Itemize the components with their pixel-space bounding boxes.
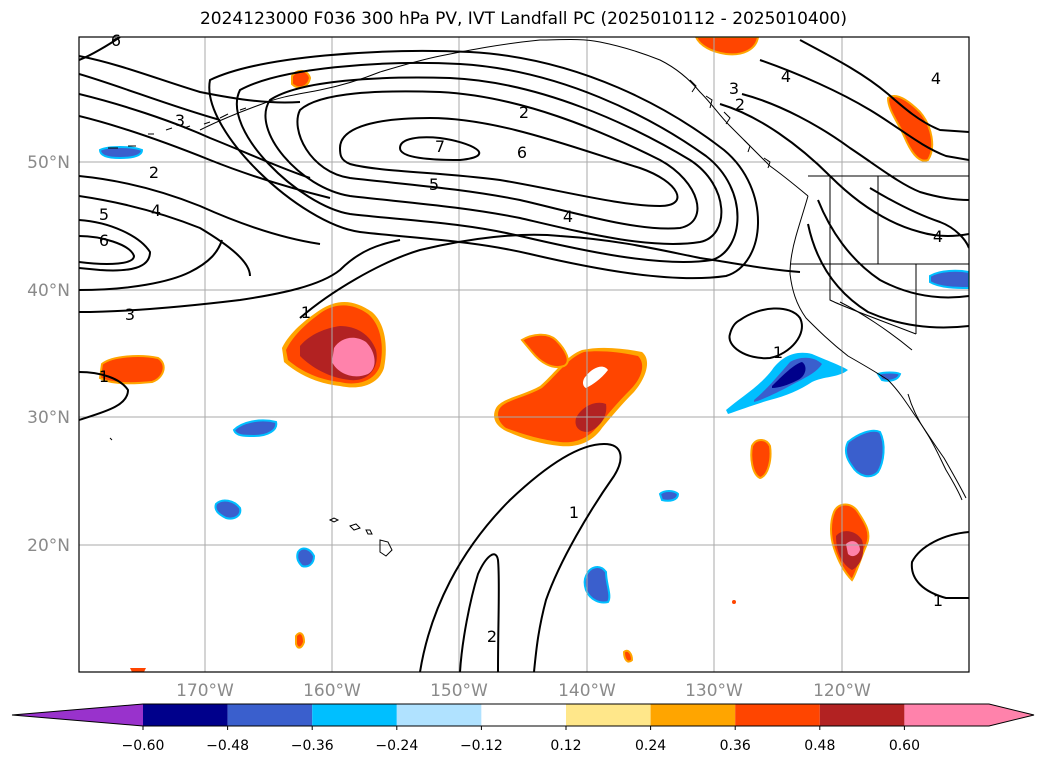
colorbar-segment [650,704,736,726]
latitude-label: 20°N [27,536,70,556]
longitude-label: 160°W [303,681,361,701]
negative-anomaly-blob [772,362,806,388]
positive-anomaly-blob [130,668,146,672]
colorbar-tick-label: 0.24 [635,738,666,754]
longitude-label: 120°W [813,681,871,701]
positive-anomaly-blob [583,366,608,388]
contour-label: 2 [149,163,159,182]
latitude-label: 40°N [27,281,70,301]
longitude-labels: 170°W 160°W 150°W 140°W 130°W 120°W [176,681,871,701]
colorbar-segment [227,704,313,726]
contour-label: 5 [429,175,439,194]
colorbar-tick-label: 0.12 [550,738,581,754]
contour-label: 5 [99,205,109,224]
contour-label: 1 [99,367,109,386]
colorbar-tick-label: 0.48 [804,738,835,754]
positive-anomaly-blob [622,649,634,663]
colorbar-tick-label: −0.60 [122,738,165,754]
contour-label: 3 [729,79,739,98]
negative-anomaly-blob [844,429,885,478]
positive-anomaly-blob [295,632,306,649]
map-frame-bg [79,37,969,672]
latitude-labels: 50°N 40°N 30°N 20°N [27,153,70,556]
latitude-label: 30°N [27,408,70,428]
colorbar-tick-label: −0.48 [206,738,249,754]
negative-anomaly-blob [296,547,316,568]
negative-anomaly-blob [876,371,902,382]
longitude-label: 140°W [558,681,616,701]
colorbar-segment [481,704,566,726]
negative-anomaly-blob [583,566,611,604]
longitude-label: 130°W [685,681,743,701]
contour-label: 1 [773,343,783,362]
longitude-label: 170°W [176,681,234,701]
negative-anomaly-blob [214,499,242,520]
pv-contours [79,37,969,672]
longitude-label: 150°W [430,681,488,701]
contour-label: 4 [151,201,161,220]
contour-label: 4 [781,67,791,86]
contour-label: 6 [99,231,109,250]
negative-anomaly-blob [658,490,680,502]
positive-anomaly-blob [732,600,736,604]
contour-label: 3 [125,305,135,324]
contour-label: 4 [931,69,941,88]
colorbar-tick-label: −0.12 [460,738,503,754]
colorbar: −0.60 −0.48 −0.36 −0.24 −0.12 0.12 0.24 0.36 0.4… [11,703,1035,754]
colorbar-tick-label: 0.60 [889,738,920,754]
contour-label: 1 [301,303,311,322]
positive-anomaly-blob [332,337,375,377]
positive-anomaly-blob [520,333,569,368]
coastlines [108,39,969,557]
contour-label: 2 [735,95,745,114]
colorbar-segment [566,704,651,726]
contour-label: 3 [175,111,185,130]
contour-label: 4 [563,207,573,226]
contour-label: 4 [933,227,943,246]
colorbar-extend-min [12,704,143,726]
colorbar-segment [735,704,820,726]
contour-label: 2 [519,103,529,122]
positive-anomaly-blob [98,355,165,385]
figure-title: 2024123000 F036 300 hPa PV, IVT Landfall… [199,9,847,29]
colorbar-extend-max [989,704,1034,726]
colorbar-tick-label: −0.24 [375,738,418,754]
colorbar-segment [143,704,228,726]
contour-label: 1 [933,591,943,610]
colorbar-segment [396,704,482,726]
colorbar-segment [312,704,397,726]
contour-label: 6 [111,31,121,50]
colorbar-segment [819,704,905,726]
contour-label: 2 [487,627,497,646]
colorbar-tick-label: 0.36 [720,738,751,754]
positive-anomaly-blob [694,37,760,56]
negative-anomaly-blob [929,269,969,290]
negative-anomaly-blob [98,146,144,160]
positive-anomaly-blob [498,351,643,443]
latitude-label: 50°N [27,153,70,173]
map-frame [78,36,970,673]
negative-anomaly-blob [232,419,278,438]
colorbar-tick-label: −0.36 [291,738,334,754]
positive-anomaly-blob [750,439,772,480]
contour-label: 1 [569,503,579,522]
contour-label: 7 [435,137,445,156]
contour-label: 6 [517,143,527,162]
colorbar-segment [904,704,989,726]
